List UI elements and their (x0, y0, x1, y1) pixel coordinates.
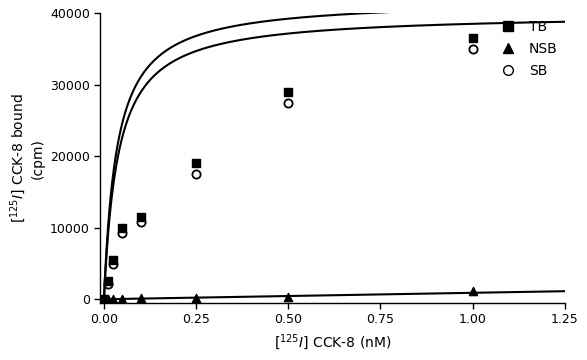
SB (117, 231, 127, 237)
Legend: TB, NSB, SB: TB, NSB, SB (489, 15, 564, 83)
Y-axis label: $[^{125}I]$ CCK-8 bound
(cpm): $[^{125}I]$ CCK-8 bound (cpm) (8, 93, 45, 223)
SB (136, 219, 146, 225)
NSB (99, 296, 109, 302)
SB (99, 296, 109, 302)
SB (103, 281, 112, 287)
SB (109, 261, 118, 266)
SB (468, 46, 477, 52)
NSB (103, 296, 112, 302)
SB (191, 171, 201, 177)
TB (117, 225, 127, 231)
TB (99, 296, 109, 302)
NSB (468, 288, 477, 293)
TB (468, 36, 477, 41)
TB (109, 257, 118, 263)
NSB (117, 296, 127, 302)
SB (284, 100, 293, 105)
TB (191, 161, 201, 166)
NSB (191, 295, 201, 301)
NSB (136, 295, 146, 301)
TB (103, 279, 112, 284)
TB (284, 89, 293, 95)
NSB (109, 296, 118, 302)
NSB (284, 294, 293, 300)
X-axis label: $[^{125}I]$ CCK-8 (nM): $[^{125}I]$ CCK-8 (nM) (274, 332, 392, 352)
TB (136, 214, 146, 220)
